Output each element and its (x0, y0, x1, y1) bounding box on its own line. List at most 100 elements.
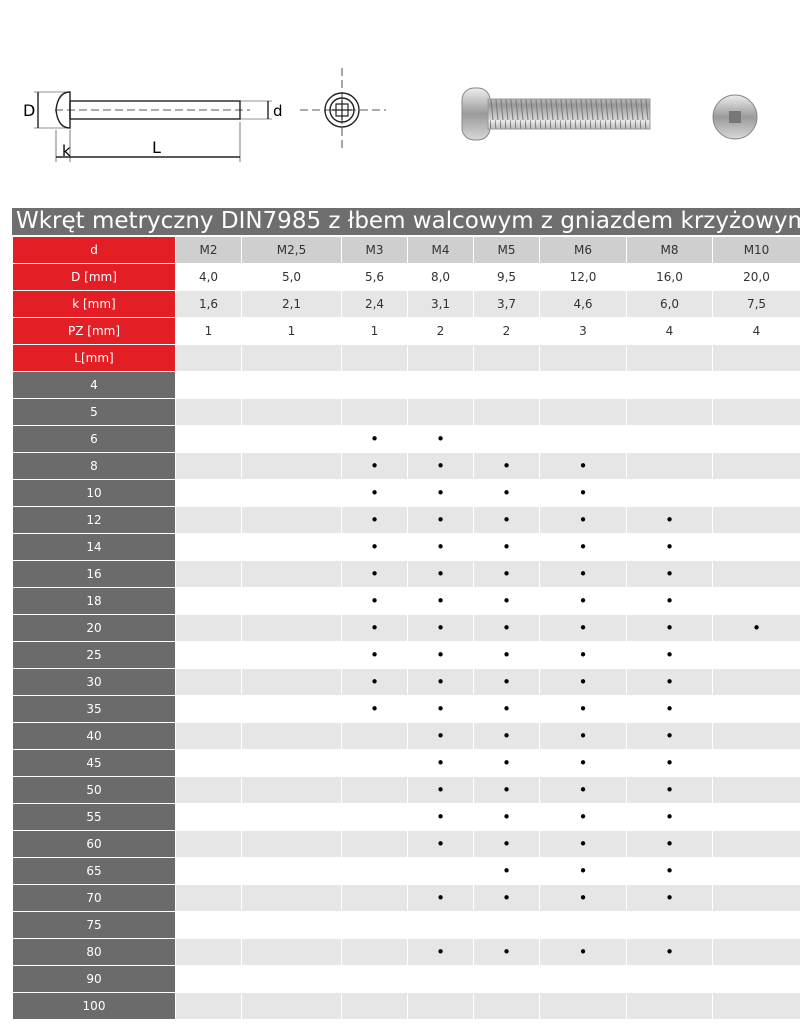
table-cell (341, 992, 408, 1020)
table-cell (175, 641, 242, 669)
table-row: 18 • • • • • (12, 587, 801, 615)
table-cell (712, 533, 801, 561)
table-cell: • (473, 506, 540, 534)
table-cell (626, 911, 713, 939)
table-cell (712, 506, 801, 534)
table-cell: 9,5 (473, 263, 540, 291)
table-cell: 1 (341, 317, 408, 345)
table-cell: 4,6 (539, 290, 627, 318)
table-cell (175, 695, 242, 723)
table-cell (539, 425, 627, 453)
table-cell: • (539, 479, 627, 507)
row-label: 65 (12, 857, 176, 885)
table-cell (241, 371, 342, 399)
table-cell: • (473, 803, 540, 831)
table-cell: • (626, 614, 713, 642)
table-cell: • (407, 884, 474, 912)
table-row: PZ [mm] 1 1 1 2 2 3 4 4 (12, 317, 801, 345)
table-cell (712, 587, 801, 615)
table-cell (241, 344, 342, 372)
table-cell (712, 695, 801, 723)
table-cell: • (539, 938, 627, 966)
table-cell (175, 938, 242, 966)
table-cell (712, 776, 801, 804)
row-label: 75 (12, 911, 176, 939)
table-cell (407, 992, 474, 1020)
row-label: 10 (12, 479, 176, 507)
table-cell (407, 344, 474, 372)
table-cell (712, 911, 801, 939)
table-cell: 16,0 (626, 263, 713, 291)
table-cell (407, 965, 474, 993)
table-cell (241, 506, 342, 534)
table-cell: 4 (712, 317, 801, 345)
table-cell: • (473, 749, 540, 777)
table-cell: • (539, 614, 627, 642)
table-cell: 12,0 (539, 263, 627, 291)
drawing-label: D (23, 101, 35, 120)
table-cell (341, 749, 408, 777)
table-cell (473, 965, 540, 993)
table-cell: 4 (626, 317, 713, 345)
row-label: 45 (12, 749, 176, 777)
row-label: 55 (12, 803, 176, 831)
table-cell: • (626, 803, 713, 831)
table-row: 4 (12, 371, 801, 399)
table-cell: • (407, 614, 474, 642)
row-label: 35 (12, 695, 176, 723)
table-cell (175, 776, 242, 804)
table-cell (175, 992, 242, 1020)
table-cell (241, 668, 342, 696)
table-cell: • (341, 641, 408, 669)
table-cell: • (407, 830, 474, 858)
table-row: 30 • • • • • (12, 668, 801, 696)
table-cell (175, 911, 242, 939)
row-label: 25 (12, 641, 176, 669)
table-cell (712, 560, 801, 588)
table-cell (341, 398, 408, 426)
row-label: 4 (12, 371, 176, 399)
table-cell (539, 398, 627, 426)
table-cell (712, 857, 801, 885)
drawing-label: d (273, 102, 283, 120)
table-cell: • (626, 938, 713, 966)
table-cell: 2,1 (241, 290, 342, 318)
table-cell: • (539, 587, 627, 615)
table-cell: • (626, 857, 713, 885)
table-cell (712, 803, 801, 831)
screw-photo-thread (487, 98, 651, 130)
table-row: k [mm] 1,6 2,1 2,4 3,1 3,7 4,6 6,0 7,5 (12, 290, 801, 318)
table-cell: • (341, 425, 408, 453)
table-cell: • (473, 884, 540, 912)
table-cell: • (539, 452, 627, 480)
row-label: D [mm] (12, 263, 176, 291)
table-cell: • (341, 560, 408, 588)
table-cell (241, 398, 342, 426)
table-cell (341, 776, 408, 804)
table-cell: • (539, 641, 627, 669)
table-cell: • (626, 560, 713, 588)
table-cell (175, 452, 242, 480)
table-cell: • (407, 506, 474, 534)
table-cell: • (473, 857, 540, 885)
table-cell: 3 (539, 317, 627, 345)
screw-photo-recess (729, 111, 741, 123)
table-cell: • (473, 614, 540, 642)
table-cell (712, 371, 801, 399)
table-cell (473, 425, 540, 453)
table-cell: • (407, 425, 474, 453)
table-cell: • (341, 668, 408, 696)
table-cell (473, 992, 540, 1020)
table-cell: • (473, 452, 540, 480)
table-cell (241, 938, 342, 966)
table-title: Wkręt metryczny DIN7985 z łbem walcowym … (12, 208, 800, 235)
table-row: 16 • • • • • (12, 560, 801, 588)
table-row: 55 • • • • (12, 803, 801, 831)
table-cell: • (473, 479, 540, 507)
table-cell: 5,0 (241, 263, 342, 291)
table-cell (626, 965, 713, 993)
table-cell: • (407, 722, 474, 750)
row-label: 50 (12, 776, 176, 804)
column-header: M8 (626, 236, 713, 264)
row-label: 5 (12, 398, 176, 426)
